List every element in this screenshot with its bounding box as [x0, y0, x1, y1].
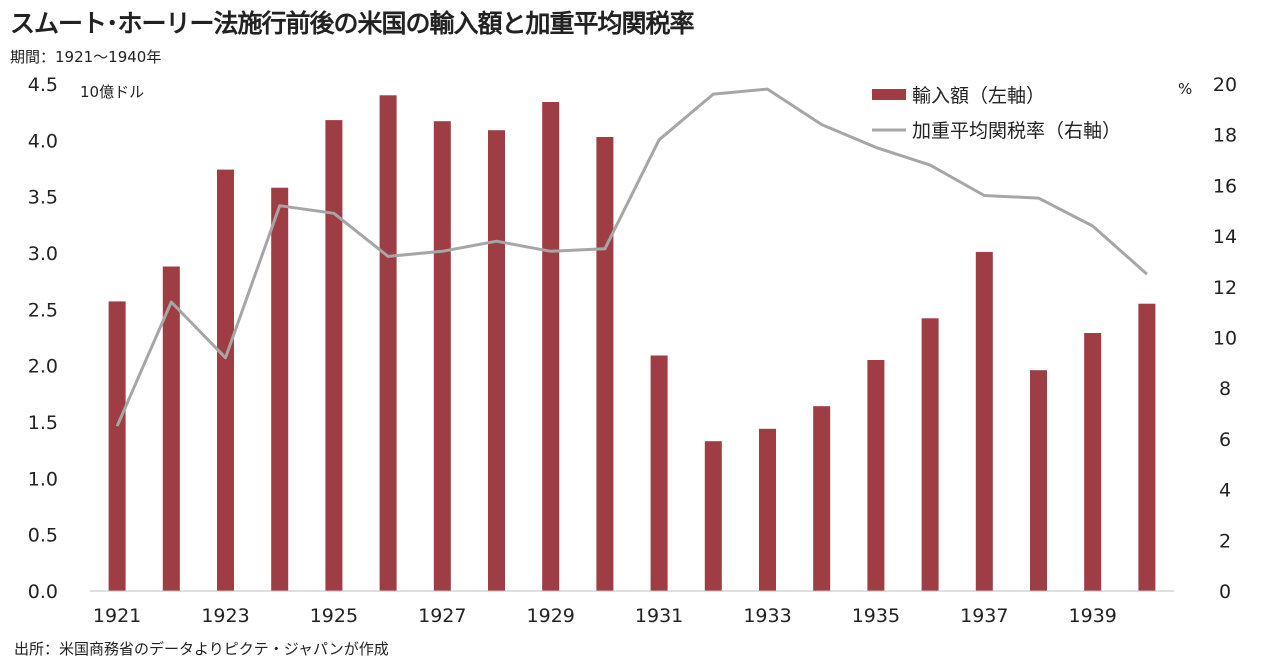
right-tick-label: 18 [1213, 125, 1237, 147]
x-tick-label: 1931 [635, 605, 683, 627]
left-axis-unit: 10億ドル [80, 83, 144, 101]
legend-bar-swatch [872, 89, 906, 100]
right-tick-label: 20 [1213, 74, 1237, 96]
bar-1935 [867, 360, 885, 591]
left-tick-label: 1.5 [28, 412, 58, 434]
bar-1927 [433, 121, 451, 591]
left-tick-label: 0.0 [28, 581, 58, 603]
left-tick-label: 0.5 [28, 525, 58, 547]
left-axis: 0.0 0.5 1.0 1.5 2.0 2.5 3.0 3.5 4.0 4.5 [28, 74, 58, 603]
bar-1934 [813, 406, 831, 591]
bar-1936 [921, 318, 939, 591]
right-tick-label: 14 [1213, 226, 1237, 248]
x-tick-label: 1933 [743, 605, 791, 627]
bar-1938 [1030, 370, 1047, 591]
right-axis: 0 2 4 6 8 10 12 14 16 18 20 [1213, 74, 1237, 603]
left-tick-label: 3.0 [28, 243, 58, 265]
bar-1928 [488, 130, 505, 591]
x-tick-label: 1939 [1069, 605, 1117, 627]
bar-series [108, 95, 1156, 592]
right-tick-label: 6 [1219, 429, 1231, 451]
bar-1922 [162, 266, 180, 591]
bar-1930 [596, 137, 614, 591]
x-tick-label: 1921 [93, 605, 141, 627]
x-tick-label: 1929 [527, 605, 575, 627]
left-tick-label: 2.0 [28, 356, 58, 378]
bar-1940 [1138, 303, 1156, 591]
bar-1932 [704, 441, 722, 591]
right-axis-unit: % [1178, 80, 1192, 98]
x-tick-label: 1927 [418, 605, 466, 627]
bar-1923 [217, 169, 234, 591]
right-tick-label: 16 [1213, 175, 1237, 197]
bar-1931 [650, 355, 668, 591]
right-tick-label: 10 [1213, 328, 1237, 350]
x-tick-label: 1923 [201, 605, 249, 627]
right-tick-label: 4 [1219, 480, 1231, 502]
x-tick-label: 1925 [310, 605, 358, 627]
tariff-line [115, 87, 1148, 427]
right-tick-label: 0 [1219, 581, 1231, 603]
source-note: 出所：米国商務省のデータよりピクテ・ジャパンが作成 [14, 640, 389, 658]
left-tick-label: 2.5 [28, 299, 58, 321]
x-axis: 1921 1923 1925 1927 1929 1931 1933 1935 1937 1939 [93, 605, 1117, 627]
period-label: 期間：1921～1940年 [10, 48, 162, 66]
legend: 輸入額（左軸） 加重平均関税率（右軸） [872, 85, 1121, 142]
right-tick-label: 2 [1219, 530, 1231, 552]
bar-1939 [1084, 333, 1102, 591]
left-tick-label: 4.5 [28, 74, 58, 96]
right-tick-label: 12 [1213, 277, 1237, 299]
x-tick-label: 1935 [852, 605, 900, 627]
legend-line-label: 加重平均関税率（右軸） [912, 120, 1121, 142]
chart-title: スムート･ホーリー法施行前後の米国の輸入額と加重平均関税率 [10, 9, 695, 38]
right-tick-label: 8 [1219, 378, 1231, 400]
line-series [115, 87, 1148, 427]
bar-1925 [325, 120, 343, 591]
bar-1937 [975, 251, 993, 591]
bar-1924 [271, 187, 289, 591]
bar-1933 [759, 428, 776, 591]
legend-bar-label: 輸入額（左軸） [912, 85, 1045, 107]
x-tick-label: 1937 [960, 605, 1008, 627]
bar-1926 [379, 95, 397, 592]
left-tick-label: 4.0 [28, 130, 58, 152]
left-tick-label: 3.5 [28, 187, 58, 209]
bar-1929 [542, 102, 560, 591]
left-tick-label: 1.0 [28, 468, 58, 490]
bar-1921 [108, 301, 126, 591]
